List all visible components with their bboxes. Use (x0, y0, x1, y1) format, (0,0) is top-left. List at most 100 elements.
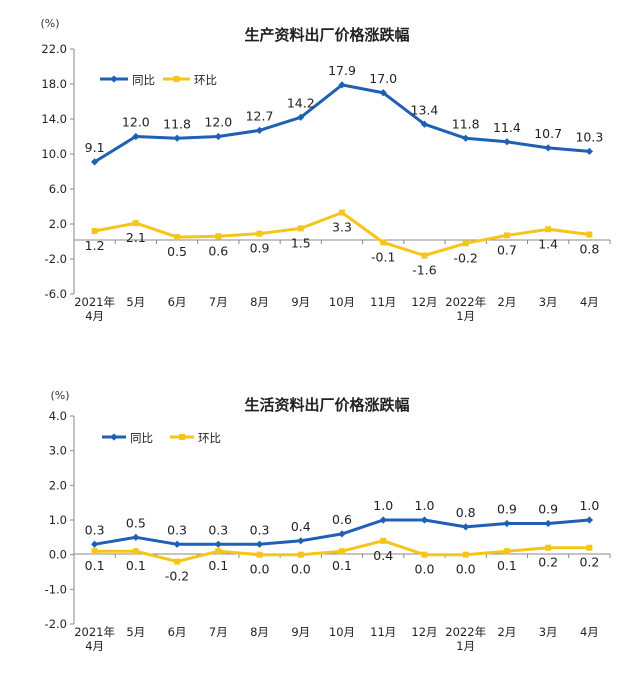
chart1-yoy-point (255, 126, 264, 134)
chart2-yoy-point (585, 516, 593, 524)
chart1-yoy-data-label: 11.8 (452, 116, 480, 131)
chart1-mom-point (91, 228, 98, 234)
chart1-x-tick-label: 10月 (329, 295, 355, 309)
chart2-y-tick-label: 1.0 (49, 513, 67, 527)
chart2-y-tick-label: 4.0 (49, 409, 67, 423)
chart2-yoy-point (255, 540, 264, 548)
chart2-yoy-point (91, 540, 99, 548)
chart2-x-tick-label: 3月 (539, 625, 558, 639)
chart2-y-tick-label: 2.0 (49, 478, 67, 492)
chart2-mom-data-label: 0.1 (208, 558, 228, 573)
chart1-yoy-data-label: 17.0 (369, 71, 397, 86)
chart2-y-tick-label: 3.0 (49, 444, 67, 458)
chart1-x-tick-label: 2021年 (74, 295, 115, 309)
chart1-mom-point (256, 230, 263, 237)
chart2-legend-yoy-marker (110, 433, 118, 441)
chart1-mom-data-label: 1.2 (85, 238, 105, 253)
chart2-x-tick-label: 4月 (580, 625, 599, 639)
chart2-yoy-data-label: 0.3 (167, 522, 187, 537)
chart2-x-tick-label: 10月 (329, 625, 355, 639)
chart1-yoy-point (462, 134, 470, 142)
chart2-mom-data-label: 0.4 (373, 548, 393, 563)
chart1-yoy-point (132, 132, 140, 141)
chart2-mom-data-label: 0.0 (291, 562, 311, 577)
chart2-mom-point (545, 544, 552, 551)
chart1-mom-point (297, 225, 304, 232)
chart1-y-tick-label: 6.0 (49, 182, 67, 196)
chart2-x-tick-label: 8月 (250, 625, 269, 639)
chart2-mom-point (462, 551, 469, 558)
chart1-x-tick-label: 2022年 (445, 295, 486, 309)
chart1-x-tick-label: 6月 (168, 295, 187, 309)
chart1-x-tick-label: 4月 (85, 309, 104, 323)
chart2-mom-point (297, 551, 304, 558)
chart2-x-tick-label: 2022年 (445, 625, 486, 639)
chart1-legend-yoy-label: 同比 (132, 73, 155, 87)
chart2-mom-point (380, 537, 387, 544)
chart1-y-tick-label: 2.0 (49, 217, 67, 231)
chart1-yoy-point (379, 89, 387, 97)
chart1-legend-mom-label: 环比 (194, 73, 217, 87)
chart2-yoy-point (173, 540, 181, 548)
chart1-mom-point (421, 252, 428, 259)
chart1-yoy-point (420, 120, 429, 128)
chart2-yoy-data-label: 0.4 (291, 519, 311, 534)
chart2-mom-point (339, 548, 345, 555)
chart2-y-tick-label: -1.0 (45, 582, 67, 596)
chart2-mom-data-label: 0.0 (456, 562, 476, 577)
chart1-yoy-data-label: 10.7 (534, 126, 562, 141)
chart1-yoy-point (173, 134, 181, 142)
chart1-yoy-data-label: 12.7 (246, 108, 274, 123)
chart2-mom-data-label: -0.2 (165, 569, 189, 584)
chart2-mom-point (132, 548, 139, 555)
chart1-yoy-point (214, 132, 222, 141)
chart1-y-tick-label: 22.0 (41, 42, 67, 56)
chart1-x-tick-label: 12月 (411, 295, 437, 309)
chart1-mom-point (462, 240, 469, 247)
chart2-yoy-point (132, 533, 140, 541)
chart2-yoy-point (420, 516, 429, 524)
chart2-x-tick-label: 9月 (291, 625, 310, 639)
chart2-yoy-data-label: 1.0 (579, 498, 599, 513)
chart1-x-tick-label: 4月 (580, 295, 599, 309)
chart1-yoy-data-label: 10.3 (575, 129, 603, 144)
chart2-mom-point (174, 558, 181, 565)
chart1-mom-data-label: 0.7 (497, 242, 517, 257)
chart1-mom-data-label: -1.6 (412, 263, 436, 278)
chart2-yoy-data-label: 0.9 (538, 501, 558, 516)
chart1-title: 生产资料出厂价格涨跌幅 (244, 26, 409, 44)
chart2-yoy-point (379, 516, 387, 524)
chart1-yoy-point (585, 147, 593, 155)
chart1-y-tick-label: -6.0 (45, 287, 67, 301)
chart2-x-tick-label: 7月 (209, 625, 228, 639)
chart2-yoy-data-label: 0.6 (332, 512, 352, 527)
chart2-mom-point (586, 544, 593, 551)
chart1-mom-data-label: 1.4 (538, 236, 558, 251)
chart1-mom-point (545, 226, 552, 233)
chart2-mom-data-label: 0.0 (250, 562, 270, 577)
chart1-y-tick-label: 18.0 (41, 77, 67, 91)
chart2-x-tick-label: 5月 (126, 625, 145, 639)
chart1-x-tick-label: 11月 (370, 295, 396, 309)
chart2-x-tick-label: 12月 (411, 625, 437, 639)
chart2-x-tick-label: 2021年 (74, 625, 115, 639)
chart1-mom-data-label: -0.2 (453, 250, 477, 265)
chart1-yoy-point (544, 144, 552, 152)
chart2-mom-data-label: 0.1 (85, 558, 105, 573)
chart2-x-tick-label: 6月 (168, 625, 187, 639)
chart1-y-tick-label: 10.0 (41, 147, 67, 161)
chart1-yoy-data-label: 17.9 (328, 63, 356, 78)
chart2-yoy-point (338, 530, 346, 538)
chart2-yoy-data-label: 0.3 (85, 522, 105, 537)
chart1-y-tick-label: 14.0 (41, 112, 67, 126)
chart2-yoy-data-label: 0.3 (208, 522, 228, 537)
chart1-mom-data-label: 1.5 (291, 235, 311, 250)
chart2-legend-yoy-label: 同比 (130, 431, 153, 445)
chart2-yoy-data-label: 0.8 (456, 505, 476, 520)
chart2-x-tick-label: 4月 (85, 639, 104, 653)
chart1-y-tick-label: -2.0 (45, 252, 67, 266)
chart1-x-tick-label: 5月 (126, 295, 145, 309)
chart1-mom-data-label: 3.3 (332, 220, 352, 235)
